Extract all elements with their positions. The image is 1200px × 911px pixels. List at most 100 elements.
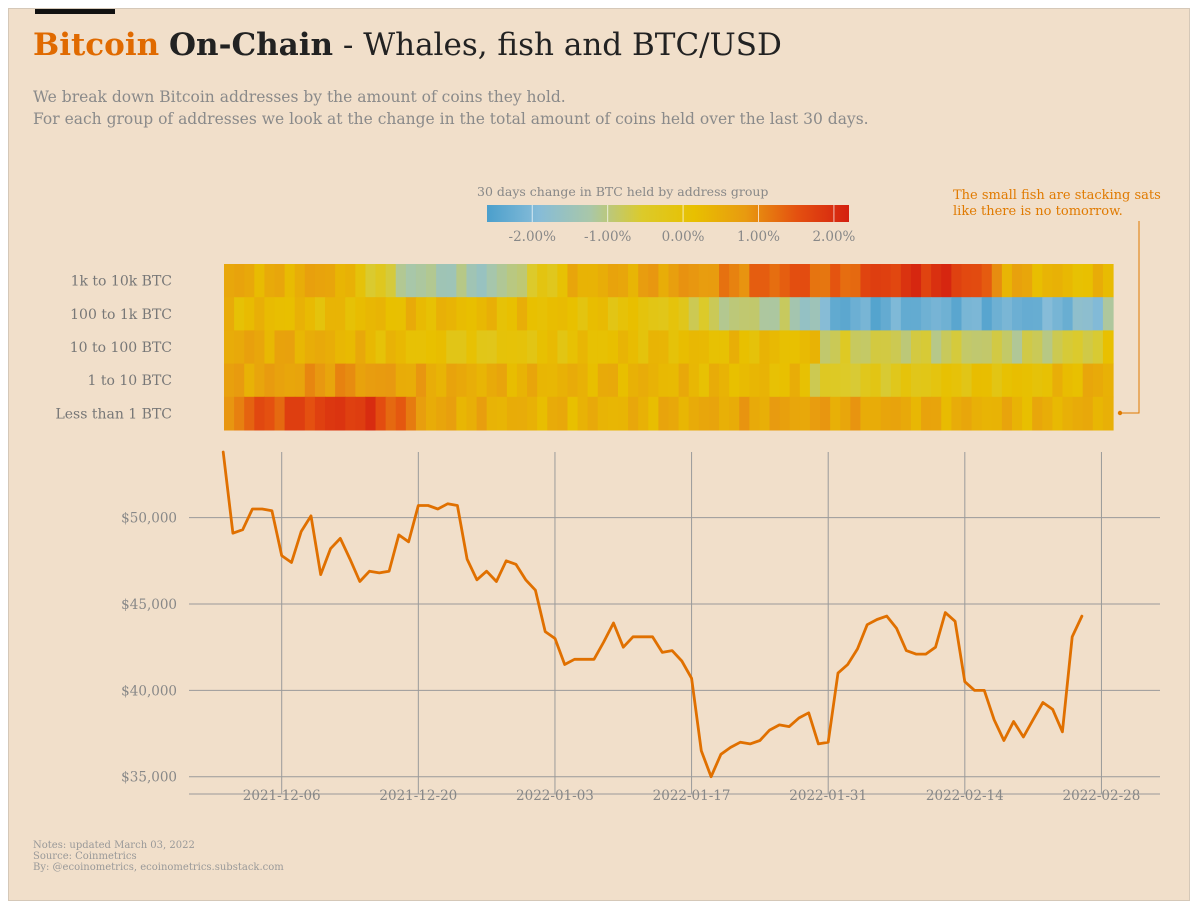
heatmap-cell bbox=[466, 297, 478, 331]
heatmap-cell bbox=[921, 264, 932, 298]
colorbar bbox=[487, 205, 849, 222]
heatmap-cell bbox=[910, 396, 922, 431]
heatmap-cell bbox=[809, 264, 821, 298]
heatmap-cell bbox=[1001, 264, 1013, 298]
heatmap-cell bbox=[496, 363, 508, 398]
heatmap-cell bbox=[355, 363, 367, 398]
heatmap-cell bbox=[274, 297, 286, 331]
heatmap-cell bbox=[547, 297, 558, 331]
heatmap-cell bbox=[729, 264, 740, 298]
btc-price-line bbox=[221, 450, 1084, 779]
heatmap-cell bbox=[1102, 264, 1114, 298]
heatmap-cell bbox=[395, 330, 407, 365]
heatmap-cell bbox=[698, 363, 710, 398]
heatmap-cell bbox=[405, 363, 417, 398]
heatmap-cell bbox=[1092, 297, 1104, 331]
heatmap-cell bbox=[1001, 396, 1013, 431]
heatmap-cell bbox=[820, 396, 831, 431]
heatmap-cell bbox=[971, 363, 983, 398]
heatmap-cell bbox=[547, 330, 558, 365]
heatmap-cell bbox=[1042, 363, 1053, 398]
heatmap-cell bbox=[719, 363, 730, 398]
heatmap-cell bbox=[466, 264, 478, 298]
heatmap-cell bbox=[769, 396, 781, 431]
heatmap-cell bbox=[830, 297, 841, 331]
heatmap-cell bbox=[850, 396, 862, 431]
page-title: Bitcoin On-Chain - Whales, fish and BTC/… bbox=[33, 27, 782, 63]
heatmap-cell bbox=[375, 330, 387, 365]
heatmap-cell bbox=[527, 396, 538, 431]
heatmap-cell bbox=[446, 363, 457, 398]
heatmap-cell bbox=[385, 363, 397, 398]
heatmap-cell bbox=[830, 363, 841, 398]
heatmap-cell bbox=[678, 363, 690, 398]
heatmap-cell bbox=[244, 363, 255, 398]
chart-canvas: 30 days change in BTC held by address gr… bbox=[55, 184, 1160, 804]
heatmap-cell bbox=[890, 330, 902, 365]
subtitle-line-2: For each group of addresses we look at t… bbox=[33, 110, 869, 128]
heatmap-cell bbox=[1082, 363, 1094, 398]
heatmap-cell bbox=[617, 264, 629, 298]
heatmap-cell bbox=[304, 330, 316, 365]
heatmap-cell bbox=[476, 396, 488, 431]
line-chart-x-ticks: 2021-12-06 2021-12-20 2022-01-03 2022-01-17… bbox=[243, 788, 1141, 804]
heatmap-cell bbox=[244, 330, 255, 365]
heatmap-cell bbox=[415, 396, 427, 431]
heatmap-cell bbox=[365, 363, 377, 398]
heatmap-cell bbox=[870, 363, 882, 398]
heatmap-cell bbox=[981, 264, 993, 298]
heatmap-cell bbox=[880, 396, 892, 431]
heatmap-cell bbox=[446, 330, 457, 365]
heatmap-cell bbox=[284, 264, 296, 298]
heatmap-cell bbox=[628, 330, 639, 365]
heatmap-cell bbox=[486, 264, 498, 298]
heatmap-cell bbox=[759, 264, 771, 298]
heatmap-cell bbox=[931, 297, 942, 331]
heatmap-cell bbox=[527, 363, 538, 398]
heatmap-cell bbox=[668, 330, 680, 365]
heatmap-cell bbox=[456, 330, 468, 365]
heatmap-cell bbox=[385, 264, 397, 298]
heatmap-cell bbox=[961, 396, 973, 431]
heatmap-cell bbox=[375, 396, 387, 431]
heatmap-cell bbox=[1011, 396, 1023, 431]
heatmap-cell bbox=[597, 396, 609, 431]
heatmap-cell bbox=[1072, 264, 1084, 298]
heatmap-cell bbox=[597, 330, 609, 365]
heatmap-cell bbox=[688, 297, 700, 331]
heatmap-cell bbox=[426, 330, 437, 365]
heatmap-cell bbox=[900, 297, 912, 331]
heatmap-cell bbox=[516, 297, 528, 331]
heatmap-cell bbox=[779, 396, 791, 431]
accent-bar bbox=[35, 9, 115, 14]
heatmap-cell bbox=[365, 264, 377, 298]
heatmap-cell bbox=[274, 396, 286, 431]
heatmap-cell bbox=[476, 264, 488, 298]
heatmap-cell bbox=[931, 363, 942, 398]
heatmap-cell bbox=[486, 363, 498, 398]
heatmap-cell bbox=[719, 396, 730, 431]
heatmap-cell bbox=[799, 363, 811, 398]
notes-author: By: @ecoinometrics, ecoinometrics.substa… bbox=[33, 862, 284, 873]
heatmap-cell bbox=[446, 264, 457, 298]
heatmap-cell bbox=[729, 396, 740, 431]
heatmap-cell bbox=[1102, 330, 1114, 365]
heatmap-cell bbox=[910, 363, 922, 398]
heatmap-cell bbox=[698, 330, 710, 365]
heatmap-cell bbox=[1032, 264, 1043, 298]
heatmap-cell bbox=[981, 396, 993, 431]
heatmap-cell bbox=[345, 363, 356, 398]
heatmap-cell bbox=[870, 264, 882, 298]
heatmap-cell bbox=[658, 297, 670, 331]
heatmap-cell bbox=[809, 330, 821, 365]
heatmap-cell bbox=[446, 396, 457, 431]
heatmap-cell bbox=[607, 330, 619, 365]
notes-source: Source: Coinmetrics bbox=[33, 851, 137, 862]
heatmap-cell bbox=[395, 264, 407, 298]
heatmap-cell bbox=[314, 297, 326, 331]
heatmap-cell bbox=[365, 297, 377, 331]
heatmap-cell bbox=[981, 330, 993, 365]
heatmap-cell bbox=[577, 363, 589, 398]
heatmap-cell bbox=[678, 396, 690, 431]
heatmap-cell bbox=[840, 363, 851, 398]
